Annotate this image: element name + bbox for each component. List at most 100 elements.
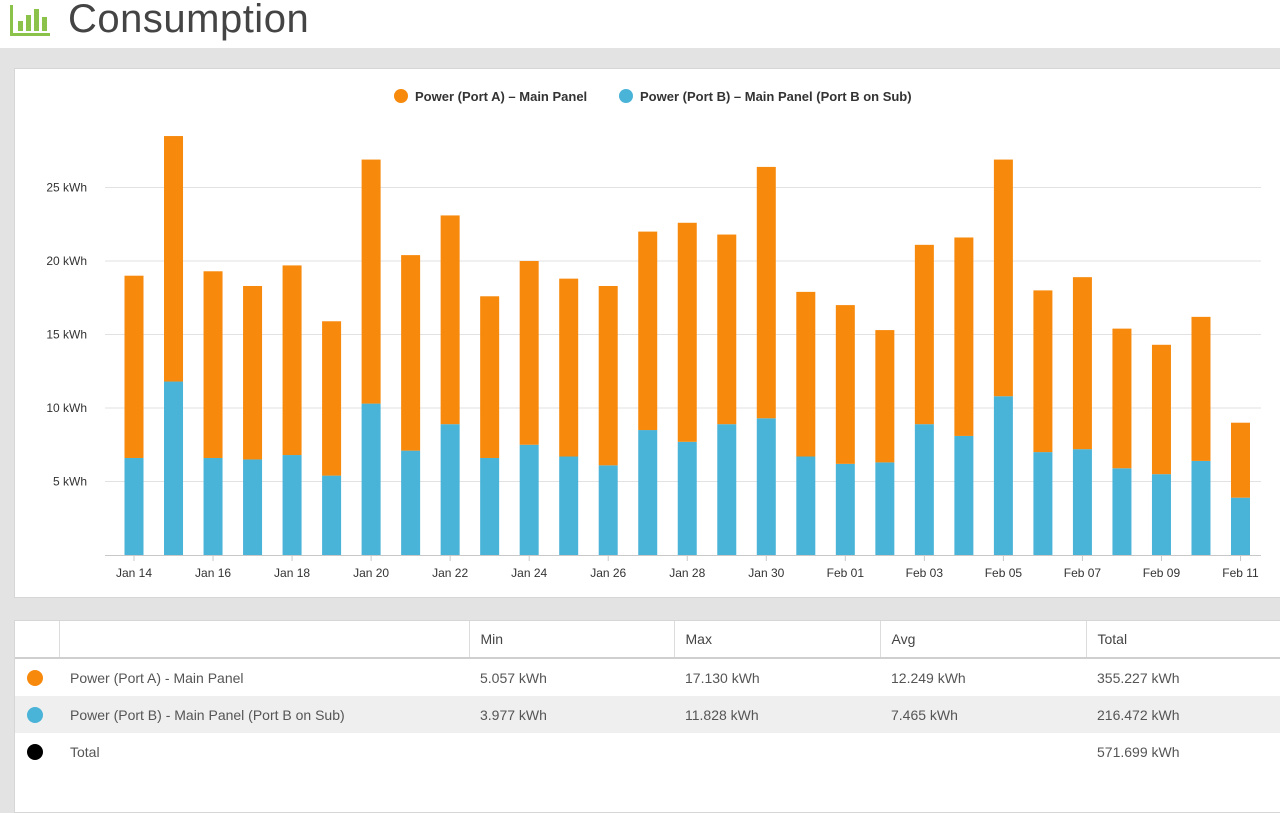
bar-port-b	[519, 444, 539, 555]
summary-row-max: 17.130 kWh	[685, 669, 760, 686]
x-tick-label: Jan 22	[432, 566, 468, 580]
bar-port-b	[124, 457, 144, 555]
bar-port-b	[796, 456, 816, 555]
x-tick-label: Jan 28	[669, 566, 705, 580]
consumption-chart: 5 kWh 10 kWh 15 kWh 20 kWh 25 kWh Jan 14 Jan 1…	[46, 89, 1261, 580]
x-tick-label: Feb 01	[827, 566, 865, 580]
y-tick-label: 25 kWh	[46, 181, 87, 195]
summary-swatch-cell	[15, 733, 59, 770]
bar-port-a	[519, 261, 539, 445]
x-tick-label: Jan 26	[590, 566, 626, 580]
bar-port-b	[1191, 460, 1211, 555]
summary-row-max	[674, 733, 880, 770]
bar-port-a	[914, 244, 934, 425]
summary-header-swatch	[15, 621, 60, 659]
summary-swatch-cell	[15, 658, 59, 696]
summary-row-total-value: 571.699 kWh	[1097, 743, 1180, 760]
bar-port-b	[1033, 452, 1053, 555]
legend-port-a-marker	[394, 89, 408, 103]
summary-swatch-cell	[15, 696, 59, 733]
bar-port-a	[717, 234, 737, 425]
summary-row-total: Total 571.699 kWh	[15, 733, 1280, 770]
port-b-dot-icon	[27, 707, 43, 724]
bar-port-a	[1191, 316, 1211, 461]
summary-row-name: Power (Port A) - Main Panel	[70, 669, 244, 686]
bar-port-a	[1112, 328, 1132, 469]
page-header: Consumption	[0, 0, 1280, 48]
summary-row-avg: 7.465 kWh	[880, 696, 1086, 733]
summary-header-row: Min Max Avg Total	[15, 621, 1280, 659]
bar-port-b	[203, 457, 223, 555]
bar-port-a	[401, 255, 421, 451]
bar-port-b	[243, 459, 263, 555]
summary-row-port-b: Power (Port B) - Main Panel (Port B on S…	[15, 696, 1280, 733]
summary-header-total[interactable]: Total	[1086, 621, 1280, 659]
bar-port-a	[875, 330, 895, 463]
bar-port-a	[1151, 344, 1171, 475]
bar-port-b	[1151, 474, 1171, 555]
bar-port-b	[480, 457, 500, 555]
summary-header-min[interactable]: Min	[469, 621, 675, 659]
x-tick-label: Jan 14	[116, 566, 152, 580]
summary-row-avg: 12.249 kWh	[891, 669, 966, 686]
bar-port-a	[1231, 422, 1250, 498]
legend-port-a-label: Power (Port A) – Main Panel	[415, 89, 587, 104]
summary-row-min	[469, 733, 674, 770]
bar-port-b	[282, 455, 302, 555]
bar-port-a	[835, 305, 855, 464]
bar-port-b	[1072, 449, 1092, 555]
bar-port-b	[638, 430, 658, 555]
bar-port-a	[993, 159, 1013, 397]
y-tick-label: 20 kWh	[46, 254, 87, 268]
bar-port-a	[322, 321, 342, 476]
bar-port-a	[361, 159, 381, 404]
summary-row-total: 355.227 kWh	[1097, 669, 1180, 686]
summary-row-min: 5.057 kWh	[480, 669, 547, 686]
summary-table: Min Max Avg Total Power (Port A) - Main …	[15, 621, 1280, 770]
bar-port-b	[1112, 468, 1132, 555]
total-dot-icon	[27, 744, 43, 761]
bar-port-b	[559, 456, 579, 555]
x-tick-label: Feb 09	[1143, 566, 1181, 580]
bar-port-b	[361, 403, 381, 555]
bar-port-a	[282, 265, 302, 456]
bar-port-b	[875, 462, 895, 555]
bar-port-b	[914, 424, 934, 555]
x-tick-label: Jan 16	[195, 566, 231, 580]
bar-port-a	[559, 278, 579, 457]
summary-row-max: 11.828 kWh	[674, 696, 880, 733]
port-a-dot-icon	[27, 670, 43, 687]
bar-port-b	[954, 435, 974, 555]
x-tick-label: Jan 20	[353, 566, 389, 580]
summary-row-port-a: Power (Port A) - Main Panel 5.057 kWh 17…	[15, 658, 1280, 696]
bar-port-a	[243, 285, 263, 460]
bar-port-b	[440, 424, 460, 555]
bar-port-a	[203, 271, 223, 458]
summary-header-avg[interactable]: Avg	[880, 621, 1087, 659]
summary-row-name: Total	[70, 743, 100, 760]
x-tick-label: Feb 03	[906, 566, 944, 580]
x-tick-label: Jan 24	[511, 566, 547, 580]
bar-chart-icon	[10, 5, 50, 36]
summary-row-avg	[880, 733, 1086, 770]
y-tick-label: 10 kWh	[46, 401, 87, 415]
x-tick-label: Feb 07	[1064, 566, 1102, 580]
y-tick-label: 15 kWh	[46, 328, 87, 342]
chart-panel: 5 kWh 10 kWh 15 kWh 20 kWh 25 kWh Jan 14 Jan 1…	[14, 68, 1280, 598]
bar-port-a	[164, 136, 184, 382]
bar-port-a	[440, 215, 460, 425]
page-title: Consumption	[68, 0, 310, 41]
bar-port-a	[954, 237, 974, 436]
bar-port-a	[796, 291, 816, 457]
bar-port-b	[677, 441, 697, 555]
summary-header-max[interactable]: Max	[674, 621, 881, 659]
legend-port-b-label: Power (Port B) – Main Panel (Port B on S…	[640, 89, 912, 104]
bar-port-b	[598, 465, 618, 555]
bar-port-b	[322, 475, 342, 555]
bar-port-b	[835, 463, 855, 555]
bar-port-a	[677, 222, 697, 442]
bar-port-b	[164, 381, 184, 555]
bar-port-a	[598, 285, 618, 466]
bar-port-b	[717, 424, 737, 555]
y-tick-label: 5 kWh	[53, 475, 87, 489]
